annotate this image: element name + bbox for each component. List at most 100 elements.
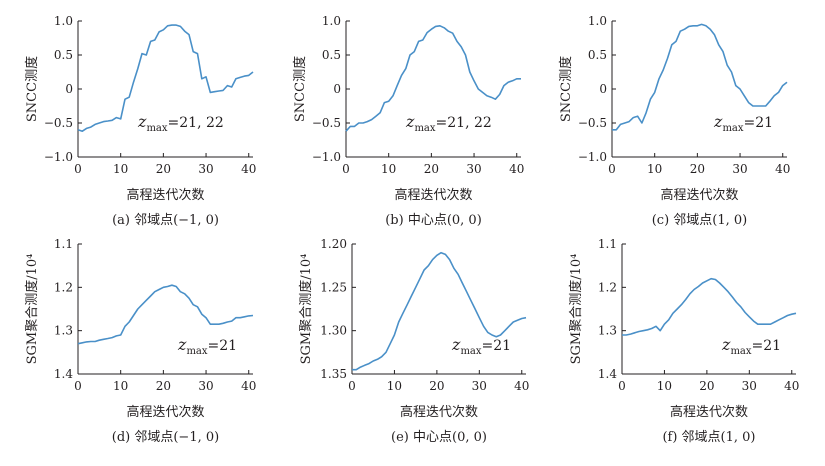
y-tick-label: 1.1 xyxy=(54,237,73,251)
zmax-annotation: zmax=21 xyxy=(451,335,511,357)
y-tick-label: −1.0 xyxy=(578,150,607,164)
zmax-subscript: max xyxy=(414,123,435,134)
zmax-subscript: max xyxy=(186,346,207,357)
series-line-e xyxy=(352,251,527,371)
x-tick-label: 40 xyxy=(784,379,799,393)
y-axis-title: SNCC测度 xyxy=(24,56,40,122)
x-tick-label: 0 xyxy=(74,162,82,176)
series-line-d xyxy=(77,284,254,345)
y-tick-label: 1.0 xyxy=(322,14,341,28)
x-tick-label: 10 xyxy=(381,162,396,176)
x-tick-label: 40 xyxy=(241,162,256,176)
y-tick-label: 1.20 xyxy=(320,237,347,251)
zmax-value: =21, 22 xyxy=(436,115,492,131)
panel-caption: (f) 邻域点(1, 0) xyxy=(662,430,755,445)
series-line-a xyxy=(77,24,254,132)
y-axis-title: SNCC测度 xyxy=(558,56,574,122)
zmax-value: =21 xyxy=(744,115,774,131)
y-tick-label: 0.5 xyxy=(322,48,341,62)
zmax-value: =21 xyxy=(482,338,512,354)
zmax-z: z xyxy=(137,112,147,131)
y-tick-label: −0.5 xyxy=(44,116,73,130)
y-tick-label: 1.2 xyxy=(54,280,73,294)
x-tick-label: 0 xyxy=(348,379,356,393)
chart-panel-e: 0 10 20 30 40 1.20 1.25 1.30 1.35 高程迭代次数 (e) 中心点(0… xyxy=(298,237,529,445)
y-tick-label: 1.0 xyxy=(588,14,607,28)
x-tick-label: 20 xyxy=(424,162,439,176)
x-axis-title: 高程迭代次数 xyxy=(126,404,204,420)
x-axis-title: 高程迭代次数 xyxy=(394,187,472,203)
zmax-z: z xyxy=(451,335,461,354)
y-axis-title: SGM聚合测度/10⁴ xyxy=(298,254,314,365)
panel-caption: (c) 邻域点(1, 0) xyxy=(652,213,748,228)
y-axis-title: SGM聚合测度/10⁴ xyxy=(24,254,40,365)
x-tick-label: 40 xyxy=(241,379,256,393)
chart-panel-a: 0 10 20 30 40 1.0 0.5 0 −0.5 −1.0 高程迭代次数 (a) 邻域点(−1… xyxy=(24,14,256,228)
x-tick-label: 30 xyxy=(466,162,481,176)
y-tick-label: 1.35 xyxy=(320,367,347,381)
chart-panel-d: 0 10 20 30 40 1.1 1.2 1.3 1.4 高程迭代次数 (d) 邻域点(−1, 0… xyxy=(24,237,256,445)
y-tick-label: −0.5 xyxy=(312,116,341,130)
y-tick-label: 1.4 xyxy=(54,367,73,381)
x-tick-label: 20 xyxy=(429,379,444,393)
y-tick-label: 0.5 xyxy=(588,48,607,62)
y-tick-label: −1.0 xyxy=(44,150,73,164)
y-tick-label: 1.30 xyxy=(320,324,347,338)
y-tick-label: 1.3 xyxy=(54,324,73,338)
x-tick-label: 30 xyxy=(472,379,487,393)
x-tick-label: 30 xyxy=(732,162,747,176)
zmax-subscript: max xyxy=(146,123,167,134)
zmax-annotation: zmax=21 xyxy=(177,335,237,357)
zmax-subscript: max xyxy=(460,346,481,357)
x-tick-label: 10 xyxy=(113,379,128,393)
x-tick-label: 20 xyxy=(156,379,171,393)
x-tick-label: 20 xyxy=(699,379,714,393)
zmax-value: =21 xyxy=(208,338,238,354)
chart-panel-b: 0 10 20 30 40 1.0 0.5 0 −0.5 −1.0 高程迭代次数 (b) 中心点(0,… xyxy=(292,14,524,228)
zmax-subscript: max xyxy=(722,123,743,134)
x-tick-label: 40 xyxy=(514,379,529,393)
x-tick-label: 40 xyxy=(509,162,524,176)
x-tick-label: 30 xyxy=(198,379,213,393)
y-tick-label: 1.3 xyxy=(598,324,617,338)
panel-caption: (e) 中心点(0, 0) xyxy=(391,430,487,445)
series-line-c xyxy=(612,23,788,131)
chart-panel-f: 0 10 20 30 40 1.1 1.2 1.3 1.4 高程迭代次数 (f) 邻域点(1, 0)… xyxy=(568,237,799,445)
zmax-value: =21, 22 xyxy=(168,115,224,131)
x-axis-title: 高程迭代次数 xyxy=(670,404,748,420)
x-tick-label: 10 xyxy=(113,162,128,176)
x-axis-title: 高程迭代次数 xyxy=(126,187,204,203)
x-tick-label: 20 xyxy=(690,162,705,176)
x-tick-label: 30 xyxy=(198,162,213,176)
y-tick-label: 1.4 xyxy=(598,367,617,381)
x-tick-label: 10 xyxy=(387,379,402,393)
x-tick-label: 0 xyxy=(618,379,626,393)
x-tick-label: 20 xyxy=(156,162,171,176)
zmax-z: z xyxy=(721,335,731,354)
y-tick-label: 0 xyxy=(65,82,73,96)
zmax-annotation: zmax=21, 22 xyxy=(405,112,492,134)
x-tick-label: 10 xyxy=(657,379,672,393)
zmax-annotation: zmax=21 xyxy=(721,335,781,357)
x-tick-label: 0 xyxy=(74,379,82,393)
y-tick-label: 0 xyxy=(333,82,341,96)
x-axis-title: 高程迭代次数 xyxy=(400,404,478,420)
y-tick-label: 0 xyxy=(599,82,607,96)
x-tick-label: 30 xyxy=(742,379,757,393)
zmax-annotation: zmax=21, 22 xyxy=(137,112,224,134)
y-tick-label: −1.0 xyxy=(312,150,341,164)
zmax-z: z xyxy=(405,112,415,131)
zmax-annotation: zmax=21 xyxy=(713,112,773,134)
y-tick-label: 1.1 xyxy=(598,237,617,251)
zmax-z: z xyxy=(177,335,187,354)
y-axis-title: SGM聚合测度/10⁴ xyxy=(568,254,584,365)
y-axis-title: SNCC测度 xyxy=(292,56,308,122)
panel-caption: (b) 中心点(0, 0) xyxy=(385,213,482,228)
x-tick-label: 10 xyxy=(647,162,662,176)
zmax-z: z xyxy=(713,112,723,131)
y-tick-label: 1.25 xyxy=(320,280,347,294)
series-line-b xyxy=(345,24,521,132)
panel-caption: (a) 邻域点(−1, 0) xyxy=(112,213,219,228)
x-tick-label: 40 xyxy=(775,162,790,176)
